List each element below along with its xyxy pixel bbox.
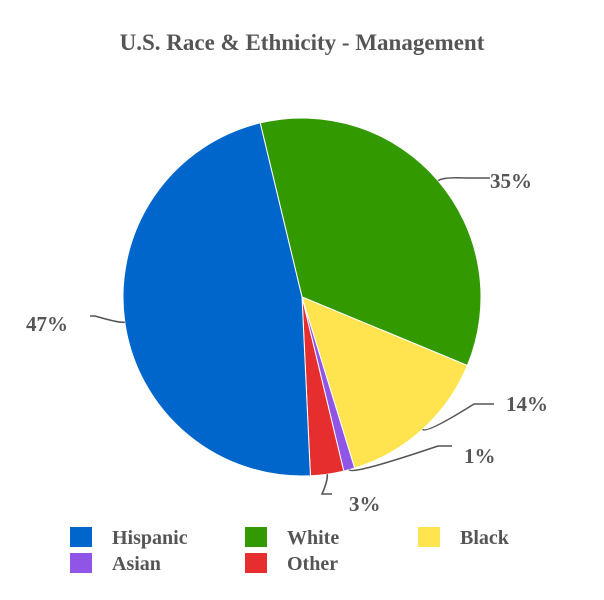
legend-item-black[interactable]: Black bbox=[418, 527, 510, 549]
legend-label-white: White bbox=[287, 527, 339, 549]
data-label-black: 14% bbox=[506, 392, 548, 416]
legend: Hispanic White Black Asian Other bbox=[70, 527, 510, 575]
legend-swatch-hispanic bbox=[70, 527, 92, 547]
legend-swatch-other bbox=[245, 553, 267, 573]
leader-line-hispanic bbox=[90, 315, 125, 324]
data-label-asian: 1% bbox=[464, 444, 496, 468]
legend-swatch-asian bbox=[70, 553, 92, 573]
legend-swatch-black bbox=[418, 527, 440, 547]
legend-item-other[interactable]: Other bbox=[245, 553, 338, 575]
legend-item-hispanic[interactable]: Hispanic bbox=[70, 527, 188, 549]
chart-title: U.S. Race & Ethnicity - Management bbox=[120, 30, 485, 55]
pie-slice-white[interactable] bbox=[259, 117, 482, 367]
legend-item-asian[interactable]: Asian bbox=[70, 553, 161, 575]
legend-swatch-white bbox=[245, 527, 267, 547]
legend-label-black: Black bbox=[460, 527, 510, 549]
leader-line-black bbox=[421, 403, 494, 431]
leader-line-asian bbox=[348, 445, 452, 472]
data-label-hispanic: 47% bbox=[26, 312, 68, 336]
pie-slices bbox=[122, 117, 482, 477]
pie-slice-hispanic[interactable] bbox=[122, 122, 311, 477]
leader-line-other bbox=[320, 474, 332, 495]
legend-label-asian: Asian bbox=[112, 553, 161, 575]
legend-label-other: Other bbox=[287, 553, 338, 575]
legend-item-white[interactable]: White bbox=[245, 527, 339, 549]
data-label-white: 35% bbox=[490, 169, 532, 193]
pie-labels: 35% 14% 1% 3% 47% bbox=[26, 169, 548, 516]
pie-leader-lines bbox=[90, 176, 494, 495]
data-label-other: 3% bbox=[349, 492, 381, 516]
pie-slice-black[interactable] bbox=[301, 296, 469, 469]
leader-line-white bbox=[437, 176, 490, 182]
legend-label-hispanic: Hispanic bbox=[112, 527, 188, 549]
